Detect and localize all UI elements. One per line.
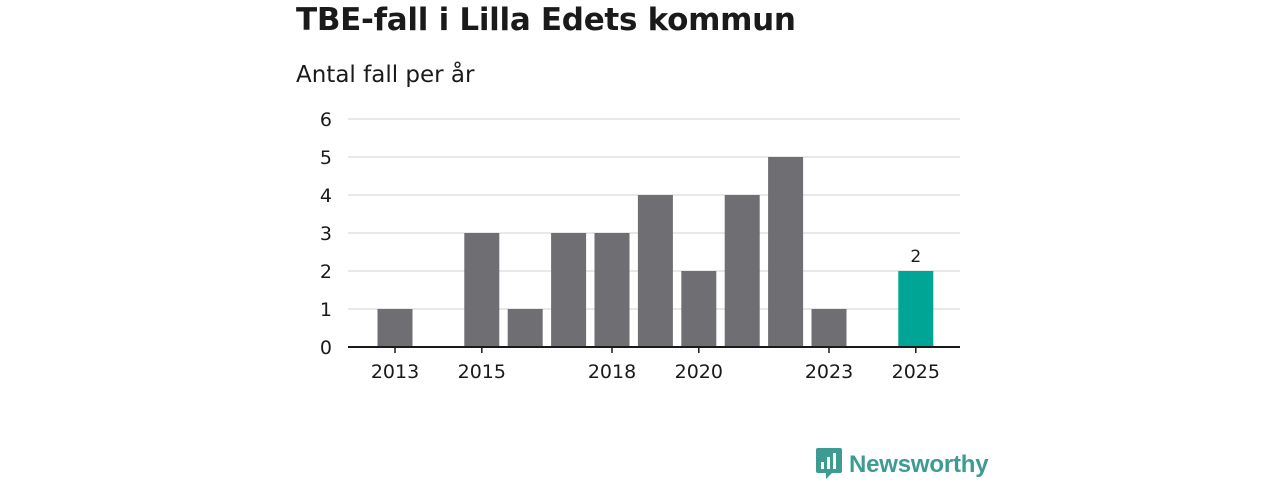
x-tick-label: 2015 bbox=[458, 361, 506, 383]
y-tick-label: 3 bbox=[320, 223, 332, 245]
bar-2017 bbox=[551, 233, 587, 347]
y-tick-label: 1 bbox=[320, 299, 332, 321]
chart-subtitle: Antal fall per år bbox=[296, 62, 475, 88]
y-tick-label: 6 bbox=[320, 109, 332, 131]
newsworthy-logo-icon bbox=[815, 446, 843, 484]
x-tick-label: 2018 bbox=[588, 361, 636, 383]
y-tick-label: 5 bbox=[320, 147, 332, 169]
bar-2021 bbox=[724, 195, 760, 347]
bar-2019 bbox=[637, 195, 673, 347]
y-axis-ticks: 0 1 2 3 4 5 6 bbox=[320, 109, 332, 359]
bars bbox=[377, 157, 934, 347]
bar-2016 bbox=[507, 309, 543, 347]
y-tick-label: 4 bbox=[320, 185, 332, 207]
y-tick-label: 0 bbox=[320, 337, 332, 359]
x-tick-label: 2025 bbox=[892, 361, 940, 383]
brand-logo: Newsworthy bbox=[815, 446, 989, 484]
x-tick-label: 2020 bbox=[675, 361, 723, 383]
data-labels: 2 bbox=[910, 247, 921, 267]
bar-2015 bbox=[464, 233, 500, 347]
bar-2013 bbox=[377, 309, 413, 347]
bar-chart: 0 1 2 3 4 5 6 2 2013 2015 2018 2020 2023 2025 bbox=[320, 109, 960, 383]
bar-2023 bbox=[811, 309, 847, 347]
x-axis-ticks: 2013 2015 2018 2020 2023 2025 bbox=[371, 347, 940, 383]
bar-2025 bbox=[898, 271, 934, 347]
y-tick-label: 2 bbox=[320, 261, 332, 283]
bar-2020 bbox=[681, 271, 717, 347]
chart-title: TBE-fall i Lilla Edets kommun bbox=[296, 2, 796, 38]
data-label-2025: 2 bbox=[910, 247, 921, 267]
x-tick-label: 2023 bbox=[805, 361, 853, 383]
bar-2018 bbox=[594, 233, 630, 347]
brand-name: Newsworthy bbox=[849, 451, 989, 478]
bar-2022 bbox=[768, 157, 804, 347]
x-tick-label: 2013 bbox=[371, 361, 419, 383]
